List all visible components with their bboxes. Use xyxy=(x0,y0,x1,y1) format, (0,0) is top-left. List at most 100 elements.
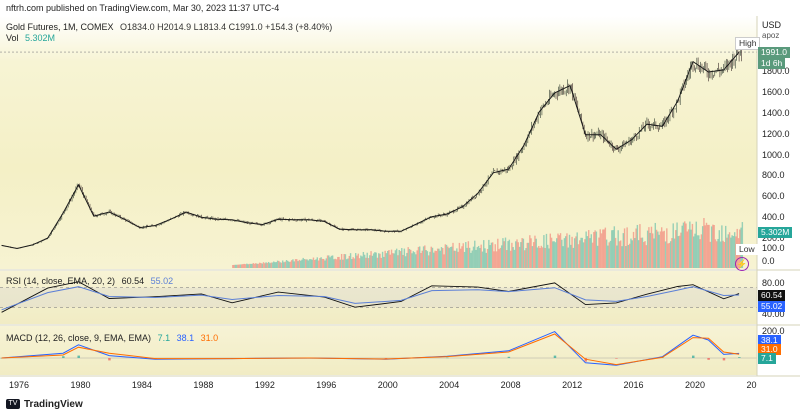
volume-bar xyxy=(287,260,289,268)
volume-bar xyxy=(431,247,434,268)
volume-bar xyxy=(713,225,715,268)
rsi-legend[interactable]: RSI (14, close, EMA, 20, 2) 60.54 55.02 xyxy=(6,276,173,286)
volume-bar xyxy=(296,259,298,268)
volume-bar xyxy=(680,232,682,268)
volume-bar xyxy=(360,255,362,268)
volume-bar xyxy=(339,259,342,268)
volume-bar xyxy=(353,258,356,268)
macd-histogram-bar xyxy=(707,358,710,360)
time-tick: 1996 xyxy=(316,380,337,390)
lightning-icon[interactable]: ⚡ xyxy=(735,257,749,271)
volume-bar xyxy=(684,221,686,268)
volume-bar xyxy=(301,259,303,268)
volume-bar xyxy=(297,261,299,268)
volume-bar xyxy=(439,250,441,268)
volume-bar xyxy=(363,254,366,268)
volume-bar xyxy=(650,226,653,268)
volume-bar xyxy=(677,236,680,268)
volume-bar xyxy=(687,229,690,268)
volume-bar xyxy=(596,245,599,268)
volume-bar xyxy=(534,235,536,268)
macd-histogram-bar xyxy=(507,356,511,358)
volume-bar xyxy=(543,235,545,268)
macd-legend[interactable]: MACD (12, 26, close, 9, EMA, EMA) 7.1 38… xyxy=(6,333,218,343)
volume-bar xyxy=(380,257,383,268)
volume-bar xyxy=(701,226,704,268)
volume-bar xyxy=(663,230,665,268)
volume-bar xyxy=(703,218,705,268)
volume-bar xyxy=(524,250,526,268)
volume-bar xyxy=(548,248,550,268)
volume-bar xyxy=(503,241,505,268)
volume-bar xyxy=(480,244,482,268)
volume-bar xyxy=(430,246,432,268)
volume-bar xyxy=(506,250,508,268)
volume-bar xyxy=(714,239,717,268)
volume-bar xyxy=(495,251,498,268)
volume-bar xyxy=(591,242,594,268)
volume-bar xyxy=(349,253,352,268)
volume-bar xyxy=(425,250,427,268)
countdown-tag: 1d 6h xyxy=(758,58,786,69)
time-tick: 2012 xyxy=(562,380,583,390)
volume-bar xyxy=(237,264,239,268)
volume-bar xyxy=(328,255,330,268)
volume-bar xyxy=(424,245,426,268)
high-label: High xyxy=(735,37,761,50)
volume-bar xyxy=(672,223,674,268)
volume-bar xyxy=(374,252,376,268)
volume-bar xyxy=(303,259,306,268)
volume-bar xyxy=(372,253,375,268)
volume-bar xyxy=(507,241,509,268)
time-tick: 2008 xyxy=(500,380,521,390)
volume-bar xyxy=(696,235,699,268)
volume-bar xyxy=(636,224,639,268)
volume-bar xyxy=(571,236,573,268)
volume-bar xyxy=(447,246,449,268)
volume-bar xyxy=(716,241,718,268)
volume-bar xyxy=(486,248,489,268)
volume-bar xyxy=(445,244,448,268)
volume-bar xyxy=(241,264,243,268)
volume-bar xyxy=(502,238,504,268)
volume-bar xyxy=(367,258,370,268)
volume-bar xyxy=(531,246,534,268)
volume-bar xyxy=(669,241,672,268)
volume-bar xyxy=(285,260,288,268)
volume-bar xyxy=(351,259,353,268)
volume-bar xyxy=(513,249,516,268)
volume-bar xyxy=(667,243,669,268)
volume-bar xyxy=(251,263,253,268)
volume-tag: 5.302M xyxy=(758,227,793,238)
macd-histogram-bar xyxy=(553,355,557,358)
volume-bar xyxy=(612,230,614,268)
volume-bar xyxy=(302,257,304,268)
volume-bar xyxy=(453,250,455,268)
volume-bar xyxy=(599,229,601,268)
volume-bar xyxy=(421,250,423,268)
volume-bar xyxy=(499,247,502,268)
volume-bar xyxy=(388,250,390,268)
volume-bar xyxy=(590,234,592,268)
symbol-legend[interactable]: Gold Futures, 1M, COMEX O1834.0 H2014.9 … xyxy=(6,22,332,32)
volume-bar xyxy=(483,240,485,268)
published-header: nftrh.com published on TradingView.com, … xyxy=(6,3,280,13)
volume-bar xyxy=(444,244,447,268)
volume-bar xyxy=(632,231,635,268)
volume-bar xyxy=(393,253,395,268)
volume-bar xyxy=(540,245,543,268)
volume-legend[interactable]: Vol 5.302M xyxy=(6,33,55,43)
volume-bar xyxy=(452,242,454,268)
volume-bar xyxy=(512,247,514,268)
volume-bar xyxy=(334,258,336,268)
volume-bar xyxy=(273,261,275,268)
volume-bar xyxy=(504,237,507,268)
volume-bar xyxy=(385,253,388,268)
macd-signal-value: 31.0 xyxy=(200,333,219,343)
volume-bar xyxy=(653,238,655,268)
volume-bar xyxy=(467,241,470,268)
volume-bar xyxy=(416,250,418,268)
volume-bar xyxy=(517,242,519,268)
volume-bar xyxy=(279,262,281,268)
